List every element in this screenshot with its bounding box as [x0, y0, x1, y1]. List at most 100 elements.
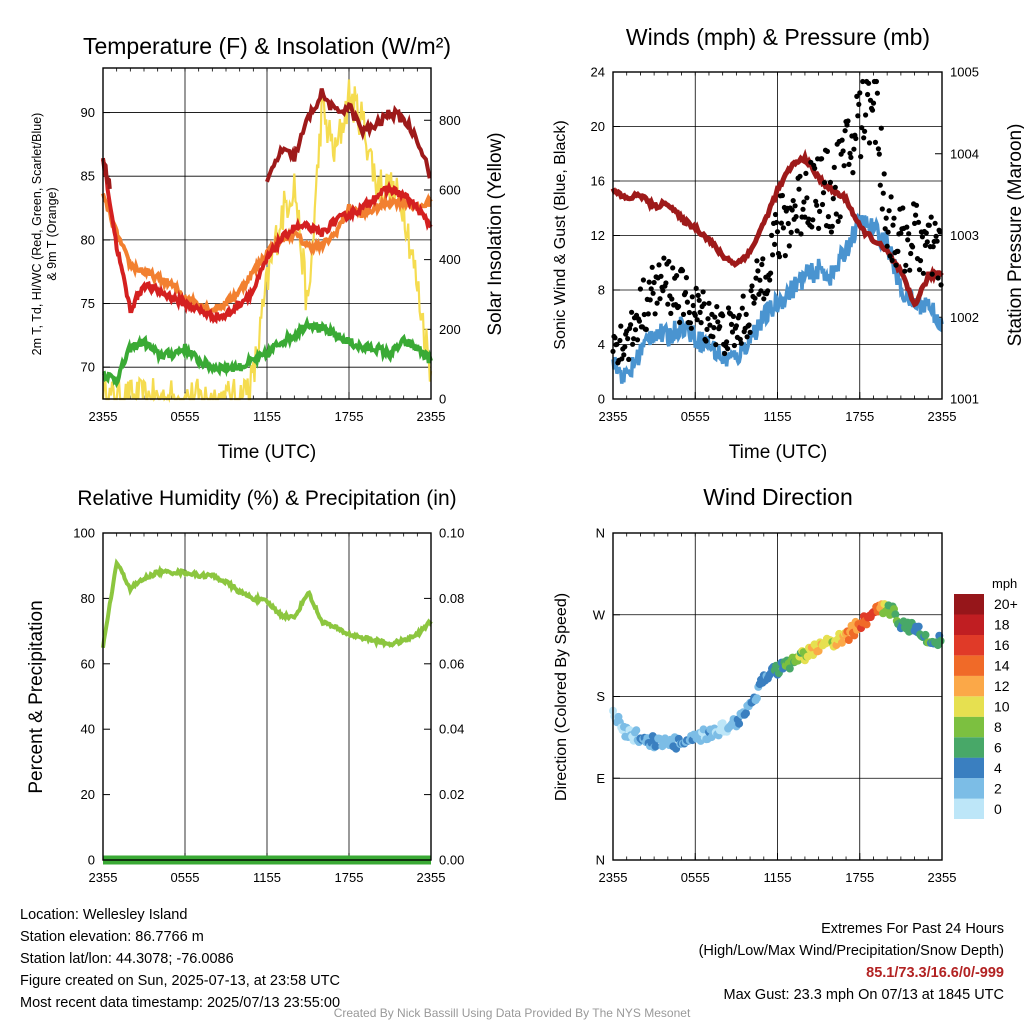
gust-point — [895, 248, 901, 254]
colorbar-label: 18 — [994, 617, 1010, 633]
gust-point — [803, 170, 809, 176]
gust-point — [908, 250, 914, 257]
gust-point — [835, 218, 841, 224]
series-heat-index — [265, 88, 432, 183]
gust-point — [782, 253, 788, 259]
x-tick-label: 2355 — [928, 409, 957, 424]
gust-point — [915, 219, 922, 225]
y-right-tick-label: 0.06 — [439, 656, 464, 671]
series-2m-temperature — [101, 159, 433, 325]
x-tick-label: 2355 — [89, 409, 118, 424]
gust-point — [798, 231, 804, 237]
gust-point — [907, 267, 913, 273]
y-tick-label: 70 — [81, 360, 95, 375]
colorbar-swatch — [954, 675, 984, 697]
temperature-xlabel: Time (UTC) — [218, 442, 317, 463]
gust-point — [928, 214, 934, 220]
gust-point — [884, 243, 890, 249]
gust-point — [626, 356, 632, 362]
gust-point — [746, 322, 752, 328]
direction-ylabel-left: Direction (Colored By Speed) — [553, 593, 570, 801]
gust-point — [800, 206, 806, 212]
gust-point — [753, 275, 759, 281]
gust-point — [866, 80, 872, 86]
gust-point — [643, 326, 649, 332]
x-tick-label: 2355 — [89, 870, 118, 885]
gust-point — [739, 305, 745, 311]
colorbar-swatch — [954, 778, 984, 799]
gust-point — [687, 320, 694, 326]
gust-point — [676, 303, 682, 310]
gust-point — [670, 265, 676, 271]
gust-point — [688, 325, 694, 331]
y-right-tick-label: 800 — [439, 113, 461, 128]
gust-point — [876, 151, 882, 157]
colorbar-swatch — [954, 737, 984, 758]
gust-point — [913, 202, 920, 208]
max-gust: Max Gust: 23.3 mph On 07/13 at 1845 UTC — [723, 987, 1004, 1003]
direction-point — [752, 694, 761, 703]
colorbar-swatch — [954, 655, 984, 676]
gust-point — [779, 192, 786, 199]
gust-point — [657, 296, 663, 302]
gust-point — [694, 317, 700, 323]
gust-point — [801, 199, 807, 205]
gust-point — [728, 321, 735, 327]
gust-point — [724, 339, 730, 345]
x-tick-label: 1155 — [764, 870, 792, 885]
gust-point — [861, 135, 867, 141]
gust-point — [930, 244, 936, 250]
y-tick-label: 20 — [81, 787, 95, 802]
x-tick-label: 1155 — [253, 870, 281, 885]
y-right-tick-label: 1003 — [950, 228, 979, 243]
gust-point — [893, 262, 899, 268]
gust-point — [640, 277, 647, 283]
gust-point — [905, 237, 911, 243]
colorbar-label: 16 — [994, 637, 1010, 653]
direction-panel-title: Wind Direction — [703, 484, 853, 510]
gust-point — [902, 268, 908, 274]
gust-point — [816, 225, 822, 231]
y-right-tick-label: 1001 — [950, 392, 979, 407]
gust-point — [637, 286, 644, 292]
gust-point — [629, 309, 635, 315]
series-heat-index — [101, 157, 112, 190]
y-right-tick-label: 1004 — [950, 146, 979, 161]
gust-point — [625, 336, 631, 342]
colorbar-label: 10 — [994, 699, 1010, 715]
gust-point — [797, 173, 803, 179]
gust-point — [888, 194, 894, 200]
gust-point — [760, 256, 766, 262]
y-tick-label: 40 — [81, 722, 95, 737]
extremes-info: Extremes For Past 24 Hours (High/Low/Max… — [699, 918, 1004, 1006]
gust-point — [668, 310, 674, 316]
gust-point — [733, 323, 740, 329]
x-tick-label: 2355 — [599, 409, 628, 424]
plot-border — [612, 532, 943, 861]
gust-point — [839, 137, 845, 143]
gust-point — [865, 91, 871, 98]
gust-point — [767, 277, 773, 283]
gust-point — [863, 112, 869, 118]
gust-point — [891, 215, 897, 221]
gust-point — [813, 198, 819, 204]
x-tick-label: 2355 — [928, 870, 957, 885]
gust-point — [697, 309, 703, 315]
gust-point — [785, 220, 791, 227]
gust-point — [776, 254, 783, 260]
gust-point — [883, 215, 889, 221]
gust-point — [938, 282, 944, 288]
extremes-title: Extremes For Past 24 Hours — [821, 921, 1004, 937]
gust-point — [677, 319, 683, 325]
gust-point — [749, 283, 755, 289]
gust-point — [828, 229, 835, 235]
gust-point — [862, 128, 868, 134]
colorbar-swatch — [954, 614, 984, 635]
gust-point — [898, 230, 904, 236]
station-info: Location: Wellesley Island Station eleva… — [20, 904, 340, 1014]
gust-point — [933, 233, 939, 239]
gust-point — [765, 288, 771, 294]
gust-point — [679, 268, 686, 274]
gust-point — [792, 203, 798, 209]
gust-point — [877, 182, 883, 188]
